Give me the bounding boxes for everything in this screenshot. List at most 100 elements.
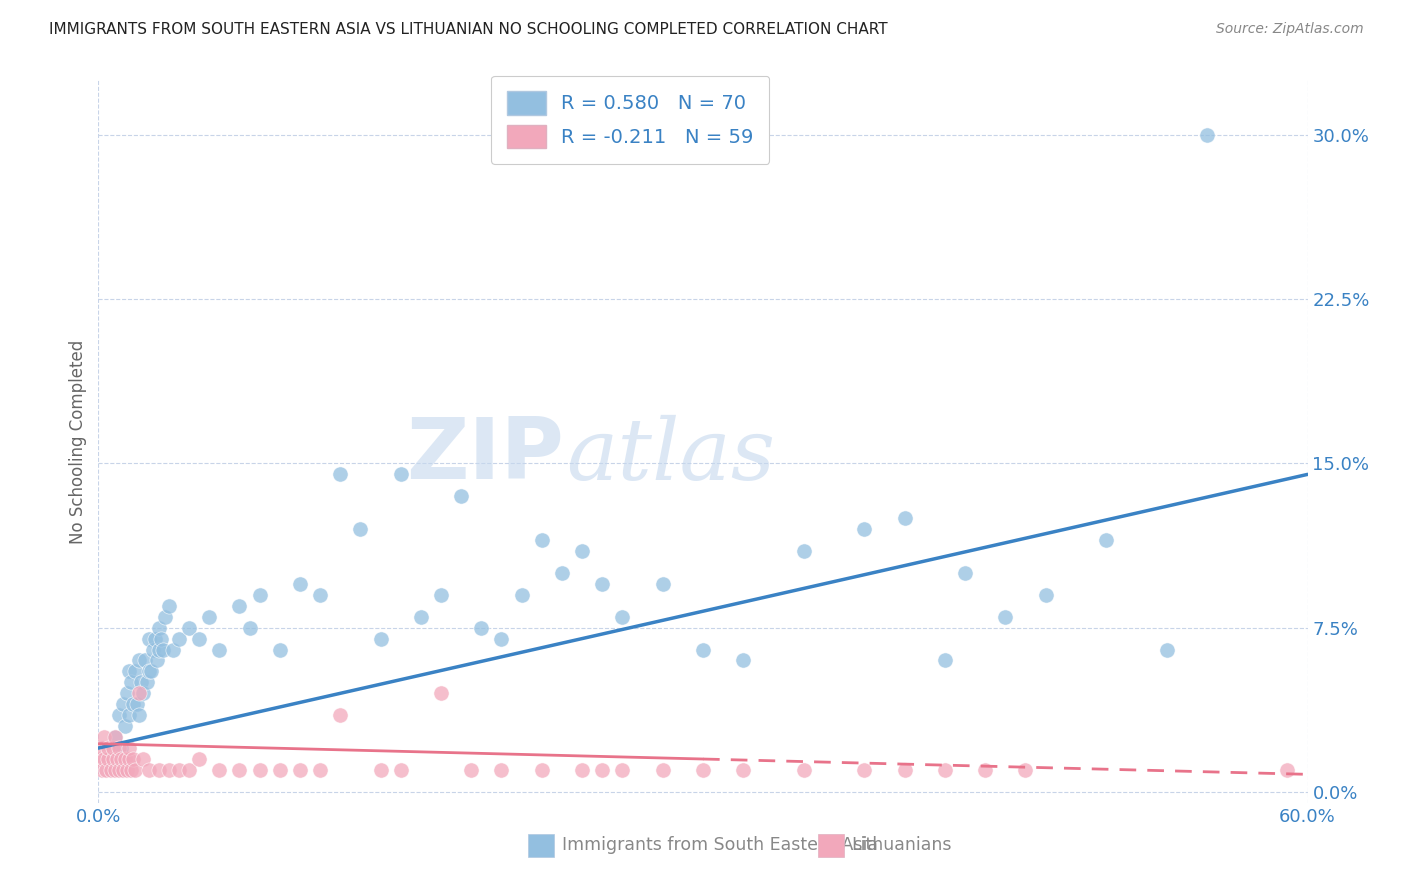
- Point: [139, 665, 162, 679]
- Point: [107, 763, 129, 777]
- Point: [510, 588, 533, 602]
- Point: [91, 763, 114, 777]
- Point: [893, 763, 915, 777]
- Point: [93, 752, 115, 766]
- Point: [269, 642, 291, 657]
- Point: [132, 752, 155, 766]
- Point: [118, 665, 141, 679]
- Point: [118, 752, 141, 766]
- Point: [101, 741, 124, 756]
- Point: [124, 665, 146, 679]
- Point: [114, 752, 136, 766]
- Point: [114, 719, 136, 733]
- Point: [208, 642, 231, 657]
- Point: [470, 621, 492, 635]
- Point: [118, 708, 141, 723]
- Point: [651, 763, 673, 777]
- Point: [612, 763, 634, 777]
- Point: [309, 588, 332, 602]
- Text: ZIP: ZIP: [406, 415, 564, 498]
- Point: [228, 599, 250, 613]
- Point: [793, 544, 815, 558]
- Point: [1095, 533, 1118, 547]
- Point: [118, 741, 141, 756]
- Point: [153, 609, 176, 624]
- Point: [121, 698, 143, 712]
- Point: [793, 763, 815, 777]
- Point: [551, 566, 574, 580]
- Point: [138, 632, 160, 646]
- Point: [148, 621, 170, 635]
- Point: [167, 763, 190, 777]
- Point: [1277, 763, 1299, 777]
- Point: [132, 686, 155, 700]
- Point: [103, 730, 125, 744]
- Point: [733, 653, 755, 667]
- Point: [101, 752, 124, 766]
- Point: [167, 632, 190, 646]
- Point: [138, 665, 160, 679]
- Point: [692, 642, 714, 657]
- Point: [370, 763, 392, 777]
- Point: [110, 741, 132, 756]
- Point: [591, 577, 613, 591]
- Point: [125, 698, 148, 712]
- Point: [179, 763, 201, 777]
- Point: [934, 763, 956, 777]
- Point: [115, 763, 138, 777]
- Point: [111, 763, 134, 777]
- Point: [530, 533, 553, 547]
- Point: [148, 763, 170, 777]
- Point: [1195, 128, 1218, 142]
- Point: [105, 752, 128, 766]
- Point: [389, 467, 412, 482]
- Point: [329, 467, 352, 482]
- Point: [93, 730, 115, 744]
- Point: [111, 698, 134, 712]
- Point: [149, 632, 172, 646]
- Point: [309, 763, 332, 777]
- Point: [157, 763, 180, 777]
- Point: [124, 763, 146, 777]
- Y-axis label: No Schooling Completed: No Schooling Completed: [69, 340, 87, 543]
- Point: [121, 752, 143, 766]
- Point: [157, 599, 180, 613]
- Point: [103, 763, 125, 777]
- Point: [288, 577, 311, 591]
- Point: [430, 588, 453, 602]
- Point: [228, 763, 250, 777]
- Point: [128, 708, 150, 723]
- Point: [571, 763, 593, 777]
- Point: [107, 741, 129, 756]
- Point: [893, 511, 915, 525]
- Point: [110, 752, 132, 766]
- Point: [389, 763, 412, 777]
- Text: atlas: atlas: [567, 415, 776, 498]
- Point: [208, 763, 231, 777]
- Point: [269, 763, 291, 777]
- Point: [249, 763, 271, 777]
- Text: Immigrants from South Eastern Asia: Immigrants from South Eastern Asia: [561, 836, 877, 854]
- Point: [430, 686, 453, 700]
- Point: [853, 522, 876, 536]
- Point: [89, 752, 111, 766]
- Point: [591, 763, 613, 777]
- Point: [162, 642, 184, 657]
- Point: [146, 653, 169, 667]
- Point: [329, 708, 352, 723]
- Point: [249, 588, 271, 602]
- Text: Lithuanians: Lithuanians: [852, 836, 952, 854]
- Point: [349, 522, 371, 536]
- Point: [1014, 763, 1036, 777]
- Point: [120, 763, 142, 777]
- Point: [733, 763, 755, 777]
- Point: [97, 752, 120, 766]
- Point: [409, 609, 432, 624]
- Legend: R = 0.580   N = 70, R = -0.211   N = 59: R = 0.580 N = 70, R = -0.211 N = 59: [492, 76, 769, 164]
- Point: [138, 763, 160, 777]
- Point: [530, 763, 553, 777]
- Point: [134, 653, 156, 667]
- Point: [129, 675, 152, 690]
- Point: [103, 730, 125, 744]
- Point: [115, 686, 138, 700]
